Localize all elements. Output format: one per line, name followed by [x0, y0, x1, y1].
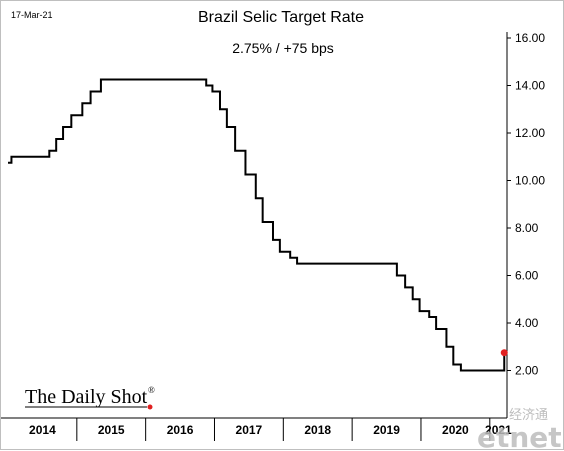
x-tick-label: 2019 [373, 423, 400, 437]
logo-dot [147, 404, 153, 410]
chart-title: Brazil Selic Target Rate [198, 9, 364, 26]
x-axis: 2014 2015 2016 2017 2018 2019 2020 2021 [1, 417, 512, 441]
x-tick-label: 2020 [442, 423, 469, 437]
watermark-cn: 经济通 [509, 408, 548, 423]
x-tick-label: 2015 [98, 423, 125, 437]
x-tick-label: 2016 [167, 423, 194, 437]
y-tick-label: 2.00 [515, 364, 539, 378]
last-value-point [500, 349, 508, 357]
y-tick-label: 12.00 [515, 126, 545, 140]
logo-text: The Daily Shot [25, 386, 148, 408]
watermark-en: etnet [477, 421, 562, 451]
etnet-watermark: 经济通 etnet [477, 408, 562, 451]
y-axis: 2.00 4.00 6.00 8.00 10.00 12.00 14.00 16.00 [506, 31, 545, 418]
y-tick-label: 10.00 [515, 174, 545, 188]
daily-shot-logo: The Daily Shot ® [25, 385, 155, 410]
x-tick-label: 2021 [485, 423, 512, 437]
y-tick-label: 14.00 [515, 79, 545, 93]
y-tick-label: 4.00 [515, 316, 539, 330]
series-line-0 [8, 78, 506, 372]
y-tick-label: 16.00 [515, 31, 545, 45]
x-tick-label: 2014 [29, 423, 56, 437]
plot-area [8, 78, 508, 372]
x-tick-label: 2017 [236, 423, 263, 437]
chart-subtitle: 2.75% / +75 bps [232, 40, 334, 56]
y-tick-label: 8.00 [515, 221, 539, 235]
date-stamp: 17-Mar-21 [11, 10, 53, 20]
y-tick-label: 6.00 [515, 269, 539, 283]
x-tick-label: 2018 [304, 423, 331, 437]
logo-mark: ® [148, 385, 155, 395]
